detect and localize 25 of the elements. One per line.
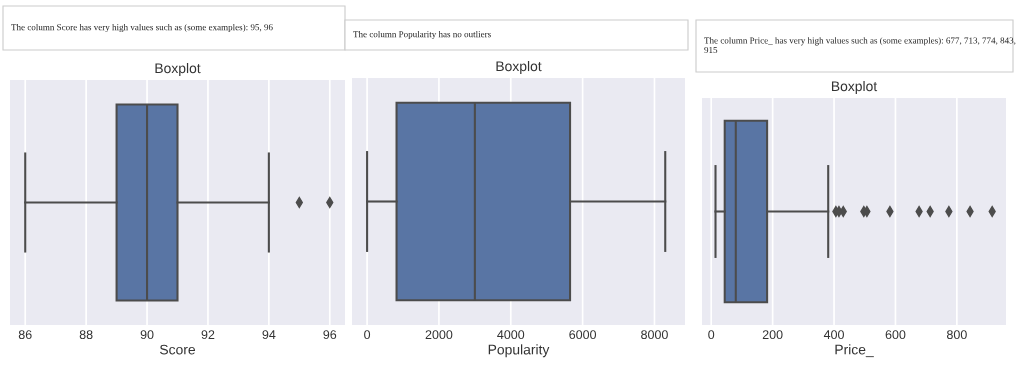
chart-subtitle: The column Popularity has no outliers [353,30,491,40]
x-tick-label: 800 [946,330,967,340]
x-tick-label: 6000 [569,330,597,340]
x-tick-label: 0 [364,330,371,340]
x-tick-label: 90 [140,330,154,340]
chart-subtitle: The column Price_ has very high values such as (some examples): 677, 713, 774, 843, 915 [704,37,1016,53]
x-tick-label: 92 [201,330,215,340]
x-tick-label: 600 [885,330,906,340]
x-tick-label: 4000 [497,330,525,340]
x-tick-label: 86 [18,330,32,340]
x-tick-label: 88 [79,330,93,340]
x-tick-label: 94 [262,330,276,340]
x-tick-label: 200 [762,330,783,340]
x-axis-title: Price_ [835,344,874,358]
chart-title: Boxplot [831,80,878,94]
chart-subtitle: The column Score has very high values such as (some examples): 95, 96 [11,23,273,33]
chart-title: Boxplot [155,62,201,76]
x-tick-label: 8000 [641,330,668,340]
x-tick-label: 400 [823,330,844,340]
x-axis-title: Popularity [488,344,550,358]
x-tick-label: 0 [708,330,715,340]
chart-title: Boxplot [496,60,542,74]
x-tick-label: 2000 [425,330,453,340]
x-axis-title: Score [159,344,196,355]
x-tick-label: 96 [323,330,337,340]
